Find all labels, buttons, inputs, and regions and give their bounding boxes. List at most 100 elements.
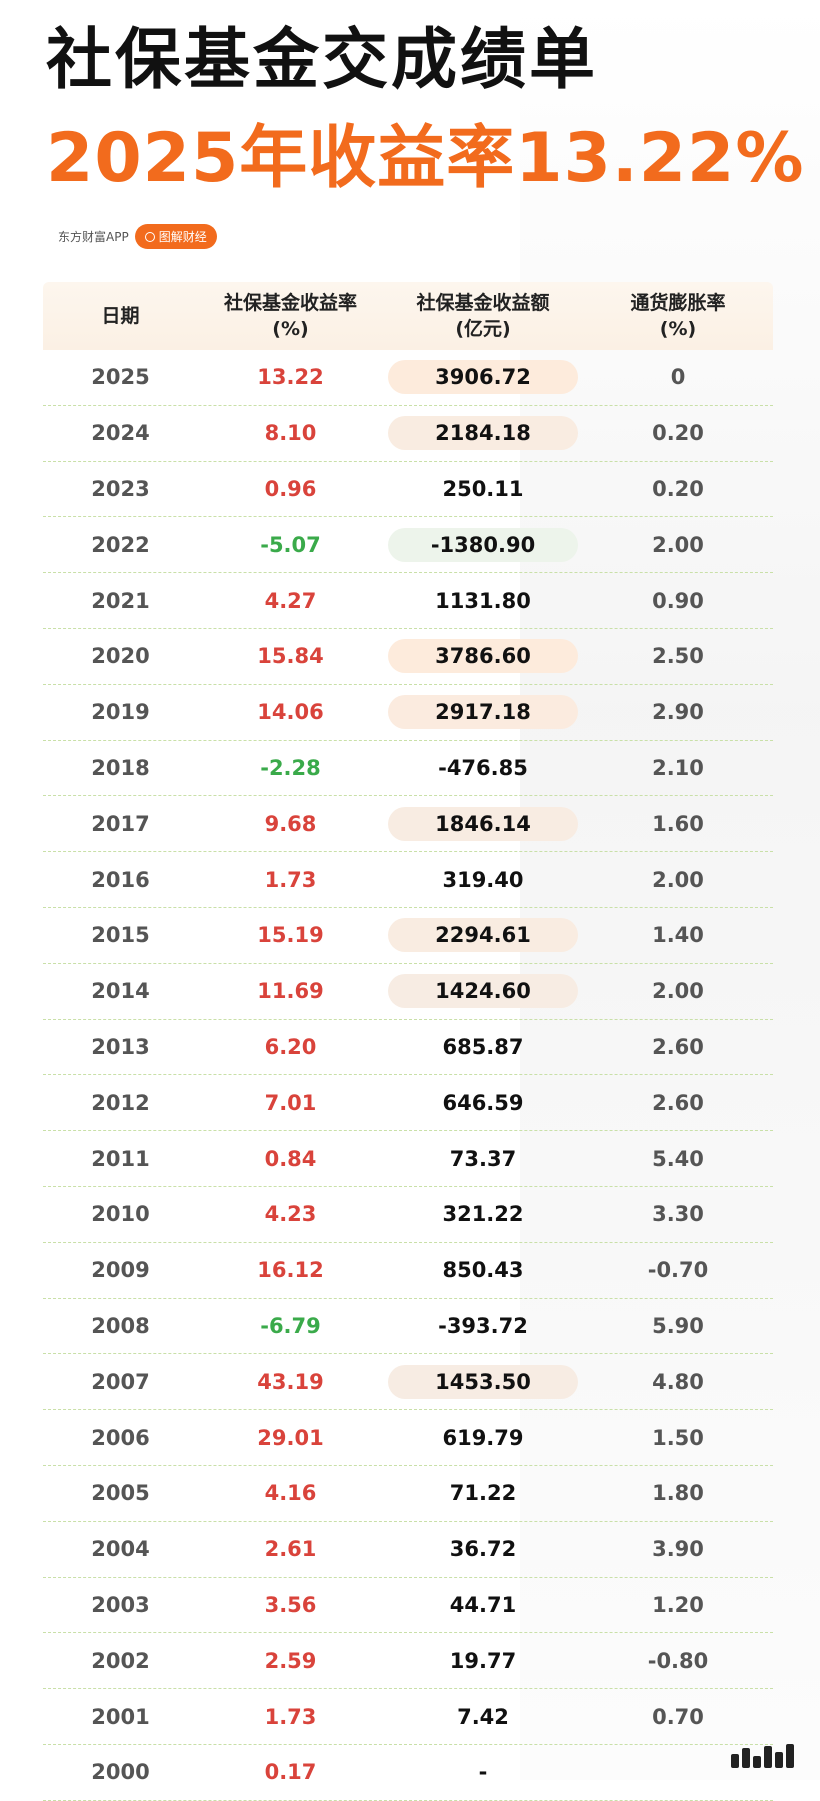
cell-amount: 19.77 [383,1644,583,1678]
header-amount-unit: (亿元) [455,318,511,340]
signal-bar [775,1752,783,1768]
source-row: 东方财富APP 图解财经 [58,224,820,249]
table-row: 2013 6.20 685.87 2.60 [43,1020,773,1076]
cell-year: 2003 [91,1592,150,1617]
cell-inflation: 1.40 [652,923,704,948]
table-body: 2025 13.22 3906.72 0 2024 8.10 2184.18 0.20 2023… [43,350,773,1801]
cell-amount: 619.79 [383,1421,583,1455]
cell-inflation: 2.00 [652,532,704,557]
cell-inflation: 2.50 [652,644,704,669]
amount-value: 36.72 [449,1537,517,1562]
cell-rate: 4.27 [264,588,317,613]
amount-value: - [478,1760,488,1785]
amount-value: 619.79 [442,1425,524,1450]
cell-year: 2004 [91,1537,150,1562]
cell-inflation: -0.70 [647,1258,709,1283]
page-subtitle: 2025年收益率13.22% [46,119,805,198]
cell-year: 2002 [91,1648,150,1673]
cell-amount: 2294.61 [383,918,583,953]
table-row: 2009 16.12 850.43 -0.70 [43,1243,773,1299]
cell-rate: 7.01 [264,1090,317,1115]
cell-rate: 15.84 [257,644,324,669]
header-rate-unit: (%) [272,318,309,340]
cell-amount: 73.37 [383,1142,583,1176]
cell-year: 2006 [91,1425,150,1450]
amount-value: 7.42 [457,1704,509,1729]
cell-amount: 1846.14 [383,806,583,841]
cell-year: 2019 [91,700,150,725]
header: 社保基金交成绩单 2025年收益率13.22% 东方财富APP 图解财经 [0,0,820,249]
cell-year: 2012 [91,1090,150,1115]
source-label: 东方财富APP [58,230,129,244]
cell-amount: 319.40 [383,863,583,897]
search-icon [144,231,155,242]
cell-rate: 1.73 [264,867,317,892]
cell-inflation: 1.80 [652,1481,704,1506]
cell-year: 2021 [91,588,150,613]
table-row: 2004 2.61 36.72 3.90 [43,1522,773,1578]
table-row: 2025 13.22 3906.72 0 [43,350,773,406]
table-row: 2020 15.84 3786.60 2.50 [43,629,773,685]
cell-amount: 44.71 [383,1588,583,1622]
cell-year: 2016 [91,867,150,892]
cell-inflation: 1.20 [652,1592,704,1617]
header-inflation-label: 通货膨胀率 [630,292,726,314]
header-inflation: 通货膨胀率 (%) [583,290,773,342]
cell-year: 2009 [91,1258,150,1283]
cell-year: 2000 [91,1760,150,1785]
cell-amount: 646.59 [383,1086,583,1120]
cell-rate: 8.10 [264,421,317,446]
table-row: 2021 4.27 1131.80 0.90 [43,573,773,629]
amount-value: -1380.90 [388,527,578,562]
cell-year: 2001 [91,1704,150,1729]
cell-rate: -5.07 [260,532,321,557]
table-row: 2002 2.59 19.77 -0.80 [43,1633,773,1690]
cell-year: 2024 [91,421,150,446]
header-date-label: 日期 [101,305,140,327]
cell-inflation: 2.90 [652,700,704,725]
tag-badge[interactable]: 图解财经 [134,224,217,249]
table-row: 2017 9.68 1846.14 1.60 [43,796,773,853]
cell-rate: 0.96 [264,476,317,501]
amount-value: 44.71 [449,1592,517,1617]
cell-year: 2005 [91,1481,150,1506]
tag-label: 图解财经 [158,230,207,244]
cell-rate: 9.68 [264,811,317,836]
table-row: 2010 4.23 321.22 3.30 [43,1187,773,1243]
cell-year: 2008 [91,1313,150,1338]
cell-rate: 3.56 [264,1592,317,1617]
amount-value: 2184.18 [388,416,578,451]
weibo-signal-bars-icon [731,1754,739,1768]
cell-amount: 2184.18 [383,416,583,451]
cell-inflation: 1.50 [652,1425,704,1450]
header-amount: 社保基金收益额 (亿元) [383,290,583,342]
amount-value: 250.11 [442,476,524,501]
cell-rate: 11.69 [257,979,324,1004]
signal-bar [753,1756,761,1768]
cell-amount: 3906.72 [383,360,583,395]
cell-amount: 1424.60 [383,974,583,1009]
amount-value: 685.87 [442,1034,524,1059]
amount-value: -393.72 [438,1313,528,1338]
table-row: 2007 43.19 1453.50 4.80 [43,1354,773,1411]
page-title: 社保基金交成绩单 [46,21,598,98]
table-row: 2019 14.06 2917.18 2.90 [43,685,773,741]
cell-year: 2025 [91,365,150,390]
amount-value: 3906.72 [388,360,578,395]
cell-year: 2017 [91,811,150,836]
header-amount-label: 社保基金收益额 [416,292,550,314]
table-row: 2012 7.01 646.59 2.60 [43,1075,773,1132]
table-row: 2003 3.56 44.71 1.20 [43,1578,773,1634]
cell-amount: 685.87 [383,1030,583,1064]
cell-inflation: 1.60 [652,811,704,836]
table-row: 2023 0.96 250.11 0.20 [43,462,773,518]
amount-value: 850.43 [442,1258,524,1283]
header-rate-label: 社保基金收益率 [223,292,357,314]
cell-year: 2010 [91,1202,150,1227]
table-row: 2022 -5.07 -1380.90 2.00 [43,517,773,574]
header-inflation-unit: (%) [659,318,697,340]
cell-amount: 850.43 [383,1253,583,1287]
amount-value: 19.77 [449,1648,517,1673]
cell-year: 2020 [91,644,150,669]
cell-inflation: 3.90 [652,1537,704,1562]
